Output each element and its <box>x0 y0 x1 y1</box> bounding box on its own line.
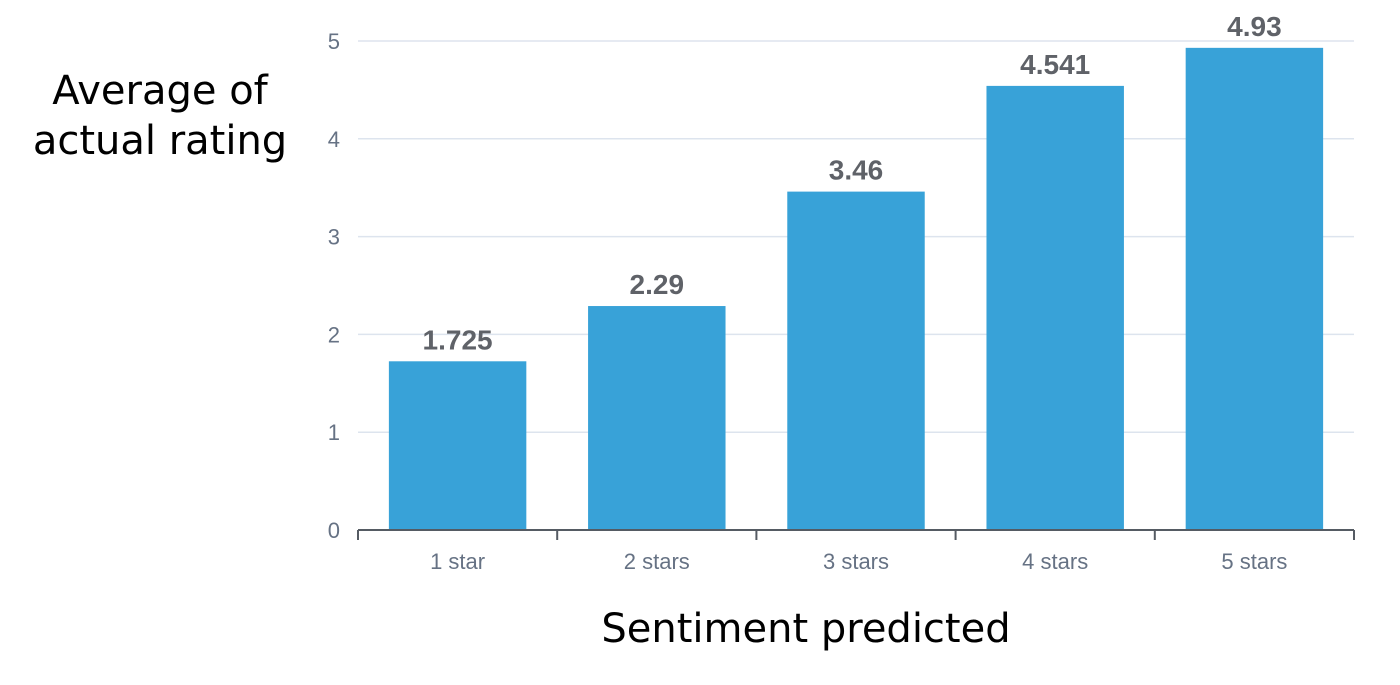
y-tick-label-3: 3 <box>328 225 340 250</box>
x-tick-labels: 1 star 2 stars 3 stars 4 stars 5 stars <box>430 549 1287 574</box>
bar-5 <box>1185 47 1324 530</box>
y-tick-labels: 0 1 2 3 4 5 <box>328 29 340 543</box>
value-label-5: 4.93 <box>1227 11 1282 42</box>
x-tick-label-5: 5 stars <box>1221 549 1287 574</box>
value-label-4: 4.541 <box>1020 49 1090 80</box>
y-tick-label-2: 2 <box>328 322 340 347</box>
x-tick-label-2: 2 stars <box>624 549 690 574</box>
x-axis <box>357 529 1355 540</box>
x-tick-label-1: 1 star <box>430 549 485 574</box>
bar-1 <box>388 361 527 530</box>
y-tick-label-0: 0 <box>328 518 340 543</box>
x-axis-label: Sentiment predicted <box>601 606 1011 652</box>
y-tick-label-4: 4 <box>328 127 340 152</box>
bar-2 <box>588 306 726 530</box>
bars <box>388 47 1324 530</box>
bar-4 <box>986 85 1124 530</box>
x-tick-label-3: 3 stars <box>823 549 889 574</box>
y-axis-label: Average of actual rating <box>32 68 288 164</box>
x-tick-label-4: 4 stars <box>1022 549 1088 574</box>
value-label-2: 2.29 <box>630 269 685 300</box>
y-tick-label-5: 5 <box>328 29 340 54</box>
value-label-3: 3.46 <box>829 155 884 186</box>
y-tick-label-1: 1 <box>328 420 340 445</box>
value-labels: 1.725 2.29 3.46 4.541 4.93 <box>423 11 1282 355</box>
value-label-1: 1.725 <box>423 324 493 355</box>
bar-3 <box>787 191 925 530</box>
